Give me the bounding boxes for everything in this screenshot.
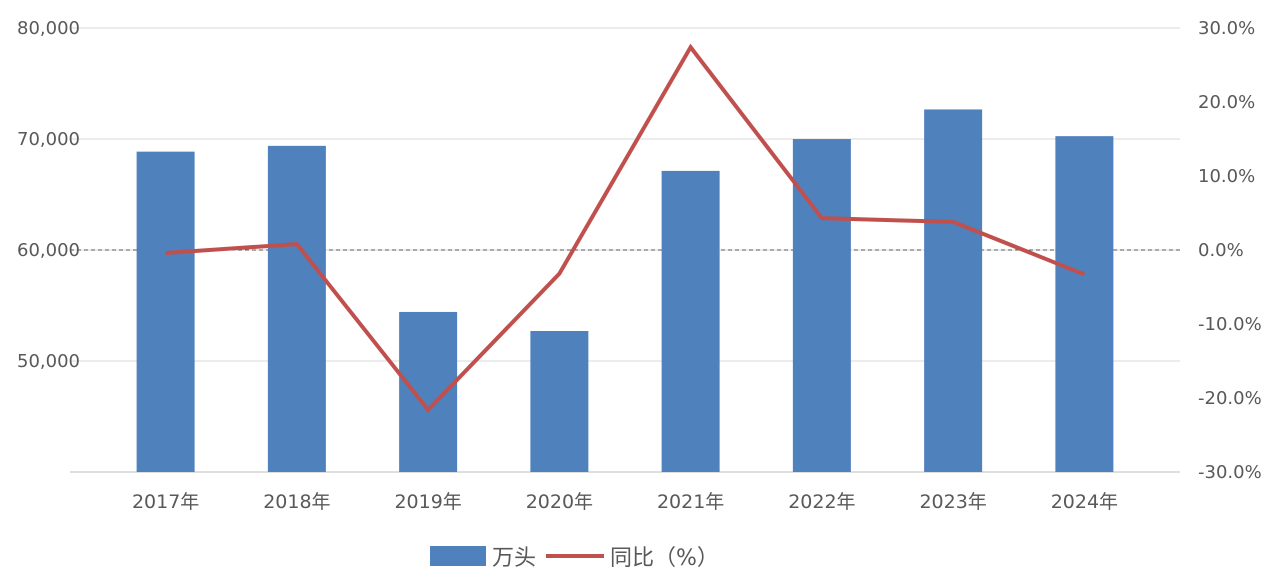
category-label: 2020年: [526, 491, 593, 513]
left-tick-label: 50,000: [17, 351, 80, 372]
right-tick-label: -10.0%: [1198, 314, 1262, 335]
bar: [661, 170, 720, 472]
legend-label-line: 同比（%）: [610, 546, 719, 571]
right-tick-label: 10.0%: [1198, 166, 1255, 187]
legend-label-bar: 万头: [492, 546, 536, 571]
bar-series: [136, 109, 1114, 473]
legend-swatch-bar: [430, 546, 486, 566]
right-tick-label: -20.0%: [1198, 388, 1262, 409]
category-label: 2021年: [657, 491, 724, 513]
right-tick-label: -30.0%: [1198, 462, 1262, 483]
category-label: 2018年: [263, 491, 330, 513]
category-label: 2017年: [132, 491, 199, 513]
category-label: 2022年: [788, 491, 855, 513]
right-tick-label: 0.0%: [1198, 240, 1244, 261]
category-axis: 2017年 2018年 2019年 2020年 2021年 2022年 2023年 2024年: [132, 491, 1118, 513]
right-axis: 30.0% 20.0% 10.0% 0.0% -10.0% -20.0% -30.0%: [1198, 18, 1262, 483]
line-series: [165, 43, 1086, 413]
bar: [136, 151, 195, 473]
gridlines: [70, 27, 1180, 473]
left-tick-label: 80,000: [17, 18, 80, 39]
category-label: 2024年: [1051, 491, 1118, 513]
right-tick-label: 30.0%: [1198, 18, 1255, 39]
bar: [924, 109, 983, 473]
yoy-line: [165, 43, 1086, 413]
bar: [530, 330, 589, 472]
category-label: 2023年: [919, 491, 986, 513]
bar: [1055, 136, 1114, 473]
left-tick-label: 70,000: [17, 129, 80, 150]
legend: 万头 同比（%）: [430, 546, 719, 571]
bar: [267, 145, 326, 472]
left-tick-label: 60,000: [17, 240, 80, 261]
right-tick-label: 20.0%: [1198, 92, 1255, 113]
bar: [399, 311, 458, 472]
left-axis: 80,000 70,000 60,000 50,000: [17, 18, 80, 372]
category-label: 2019年: [394, 491, 461, 513]
